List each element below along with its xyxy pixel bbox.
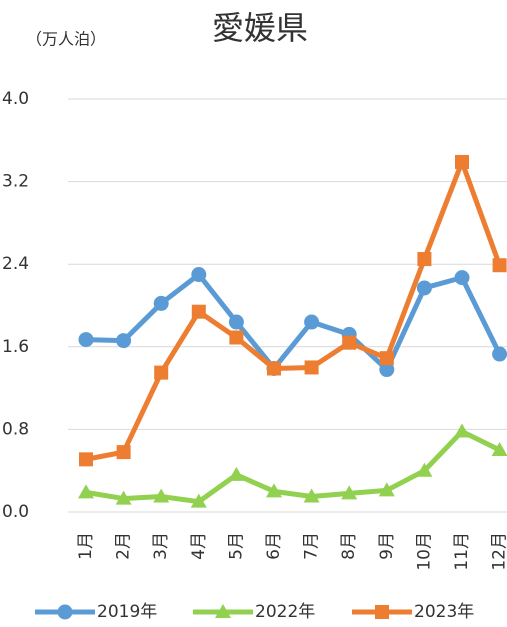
x-tick-label: 6月 [264, 532, 284, 560]
x-tick-label: 10月 [414, 532, 434, 571]
data-point [154, 365, 169, 380]
series-line [85, 159, 502, 462]
data-point [342, 335, 357, 350]
legend-label: 2019年 [97, 602, 157, 622]
y-tick-label: 2.4 [2, 254, 29, 274]
data-point [78, 332, 94, 348]
legend-item: 2023年 [352, 602, 474, 622]
legend-marker [375, 605, 389, 619]
chart-title: 愛媛県 [212, 9, 308, 47]
y-tick-label: 4.0 [2, 89, 29, 109]
legend-item: 2022年 [193, 602, 315, 622]
x-tick-label: 5月 [226, 532, 246, 560]
x-tick-label: 9月 [377, 532, 397, 560]
y-tick-label: 3.2 [2, 172, 29, 192]
data-point [379, 351, 394, 366]
data-point [115, 490, 132, 505]
data-point [228, 466, 245, 481]
data-point [416, 280, 432, 296]
data-point [491, 442, 507, 457]
data-point [303, 488, 320, 503]
data-point [78, 484, 94, 499]
data-point [416, 462, 433, 477]
data-point [153, 488, 170, 503]
data-point [228, 314, 244, 330]
legend-label: 2023年 [414, 602, 474, 622]
data-point [191, 267, 207, 283]
x-tick-label: 11月 [452, 532, 472, 571]
data-point [116, 445, 131, 460]
data-point [116, 333, 132, 349]
data-point [304, 314, 320, 330]
data-point [378, 482, 395, 497]
data-point [229, 330, 244, 345]
legend-marker [57, 604, 73, 620]
series-line [85, 428, 501, 505]
data-point [492, 258, 507, 273]
data-point [341, 485, 358, 500]
data-point [492, 346, 507, 362]
data-point [417, 252, 432, 267]
x-tick-label: 3月 [151, 532, 171, 560]
y-tick-label: 0.0 [2, 502, 29, 522]
legend-item: 2019年 [35, 602, 157, 622]
x-tick-label: 4月 [189, 532, 209, 560]
legend-marker [215, 604, 231, 618]
data-point [191, 304, 206, 319]
data-point [379, 362, 395, 378]
data-point [266, 483, 282, 498]
data-point [267, 361, 281, 376]
legend-label: 2022年 [255, 602, 315, 622]
y-axis-label: （万人泊） [26, 30, 106, 49]
data-point [153, 295, 169, 311]
x-tick-label: 12月 [490, 532, 507, 571]
data-point [79, 452, 93, 467]
y-tick-label: 0.8 [2, 419, 29, 439]
series-line [85, 272, 502, 373]
data-point [304, 360, 319, 375]
data-point [190, 493, 207, 508]
x-tick-label: 7月 [302, 532, 322, 560]
x-tick-label: 2月 [114, 532, 134, 560]
y-tick-label: 1.6 [2, 337, 29, 357]
data-point [454, 270, 470, 286]
data-point [454, 423, 470, 438]
x-tick-label: 8月 [339, 532, 359, 560]
x-tick-label: 1月 [76, 532, 96, 560]
data-point [455, 154, 469, 169]
